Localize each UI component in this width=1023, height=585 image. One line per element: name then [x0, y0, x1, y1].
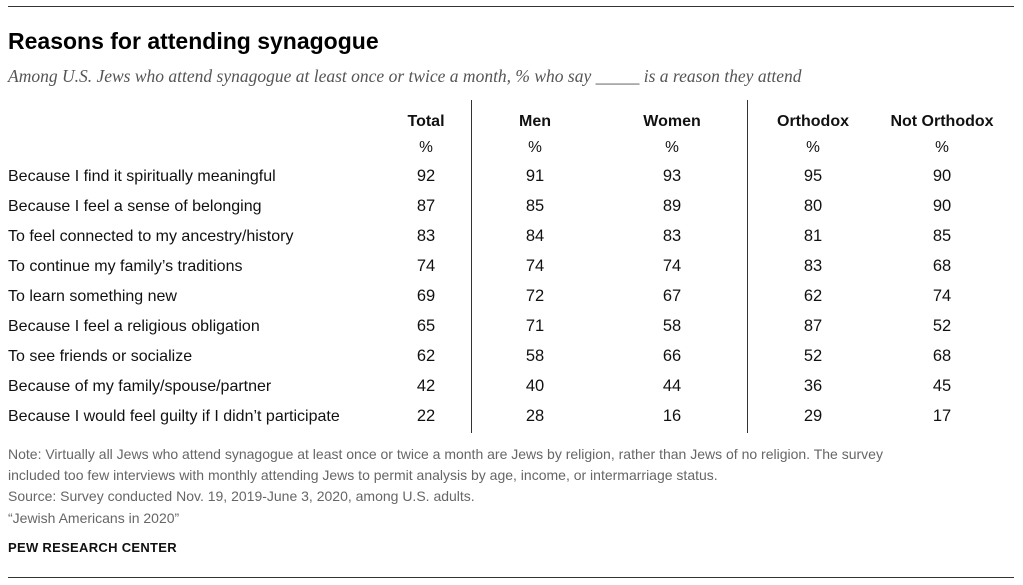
column-unit: %	[419, 139, 433, 156]
table-cell: 83	[662, 227, 682, 245]
column-unit: %	[935, 139, 949, 156]
table-cell: 66	[662, 347, 682, 365]
table-cell: 17	[932, 407, 952, 425]
row-label: Because I find it spiritually meaningful	[8, 168, 276, 185]
table-cell: 91	[525, 167, 545, 185]
row-label: To feel connected to my ancestry/history	[8, 228, 294, 245]
table-cell: 68	[932, 257, 952, 275]
table-cell: 40	[525, 377, 545, 395]
table-cell: 52	[932, 317, 952, 335]
table-cell: 36	[803, 377, 823, 395]
table-cell: 95	[803, 167, 823, 185]
column-header: Total	[407, 113, 445, 130]
column-header: Women	[643, 113, 701, 130]
table-cell: 87	[416, 197, 436, 215]
table-cell: 42	[416, 377, 436, 395]
table-cell: 44	[662, 377, 682, 395]
row-label: Because I feel a sense of belonging	[8, 198, 262, 215]
table-cell: 71	[525, 317, 545, 335]
table-cell: 85	[525, 197, 545, 215]
table-cell: 69	[416, 287, 436, 305]
column-header: Men	[519, 113, 551, 130]
table-cell: 87	[803, 317, 823, 335]
table-cell: 74	[662, 257, 682, 275]
column-header: Not Orthodox	[890, 113, 994, 130]
table-cell: 90	[932, 167, 952, 185]
organization-name: PEW RESEARCH CENTER	[8, 540, 177, 555]
table-cell: 92	[416, 167, 436, 185]
row-label: Because of my family/spouse/partner	[8, 378, 272, 395]
table-cell: 29	[803, 407, 823, 425]
table-cell: 74	[416, 257, 436, 275]
note-line-1: Note: Virtually all Jews who attend syna…	[8, 446, 883, 462]
table-cell: 85	[932, 227, 952, 245]
table-cell: 67	[662, 287, 682, 305]
table-cell: 22	[416, 407, 436, 425]
table-cell: 84	[525, 227, 545, 245]
table-cell: 16	[662, 407, 682, 425]
table-cell: 28	[525, 407, 545, 425]
row-label: To see friends or socialize	[8, 348, 193, 365]
column-unit: %	[665, 139, 679, 156]
column-header: Orthodox	[777, 113, 849, 130]
row-label: Because I feel a religious obligation	[8, 318, 260, 335]
table-cell: 58	[525, 347, 545, 365]
table-cell: 89	[662, 197, 682, 215]
chart-title: Reasons for attending synagogue	[8, 28, 379, 54]
top-rule	[8, 6, 1014, 7]
table-cell: 83	[416, 227, 436, 245]
row-label: Because I would feel guilty if I didn’t …	[8, 408, 340, 425]
table-cell: 65	[416, 317, 436, 335]
table-cell: 83	[803, 257, 823, 275]
table-cell: 72	[525, 287, 545, 305]
table-cell: 62	[803, 287, 823, 305]
table-cell: 90	[932, 197, 952, 215]
table-cell: 74	[525, 257, 545, 275]
bottom-rule	[8, 577, 1014, 578]
table-cell: 52	[803, 347, 823, 365]
note-line-2: included too few interviews with monthly…	[8, 467, 718, 483]
table-cell: 93	[662, 167, 682, 185]
table-cell: 45	[932, 377, 952, 395]
table-cell: 74	[932, 287, 952, 305]
row-label: To learn something new	[8, 288, 177, 305]
table-cell: 62	[416, 347, 436, 365]
table-cell: 81	[803, 227, 823, 245]
column-unit: %	[806, 139, 820, 156]
chart-subtitle: Among U.S. Jews who attend synagogue at …	[8, 66, 802, 86]
table-cell: 68	[932, 347, 952, 365]
table-cell: 80	[803, 197, 823, 215]
note: Note: Virtually all Jews who attend syna…	[8, 444, 883, 486]
row-label: To continue my family’s traditions	[8, 258, 243, 275]
source-note: Source: Survey conducted Nov. 19, 2019-J…	[8, 488, 475, 504]
report-title: “Jewish Americans in 2020”	[8, 510, 180, 526]
column-unit: %	[528, 139, 542, 156]
column-divider-gender	[471, 100, 472, 433]
table-cell: 58	[662, 317, 682, 335]
column-divider-orthodoxy	[747, 100, 748, 433]
